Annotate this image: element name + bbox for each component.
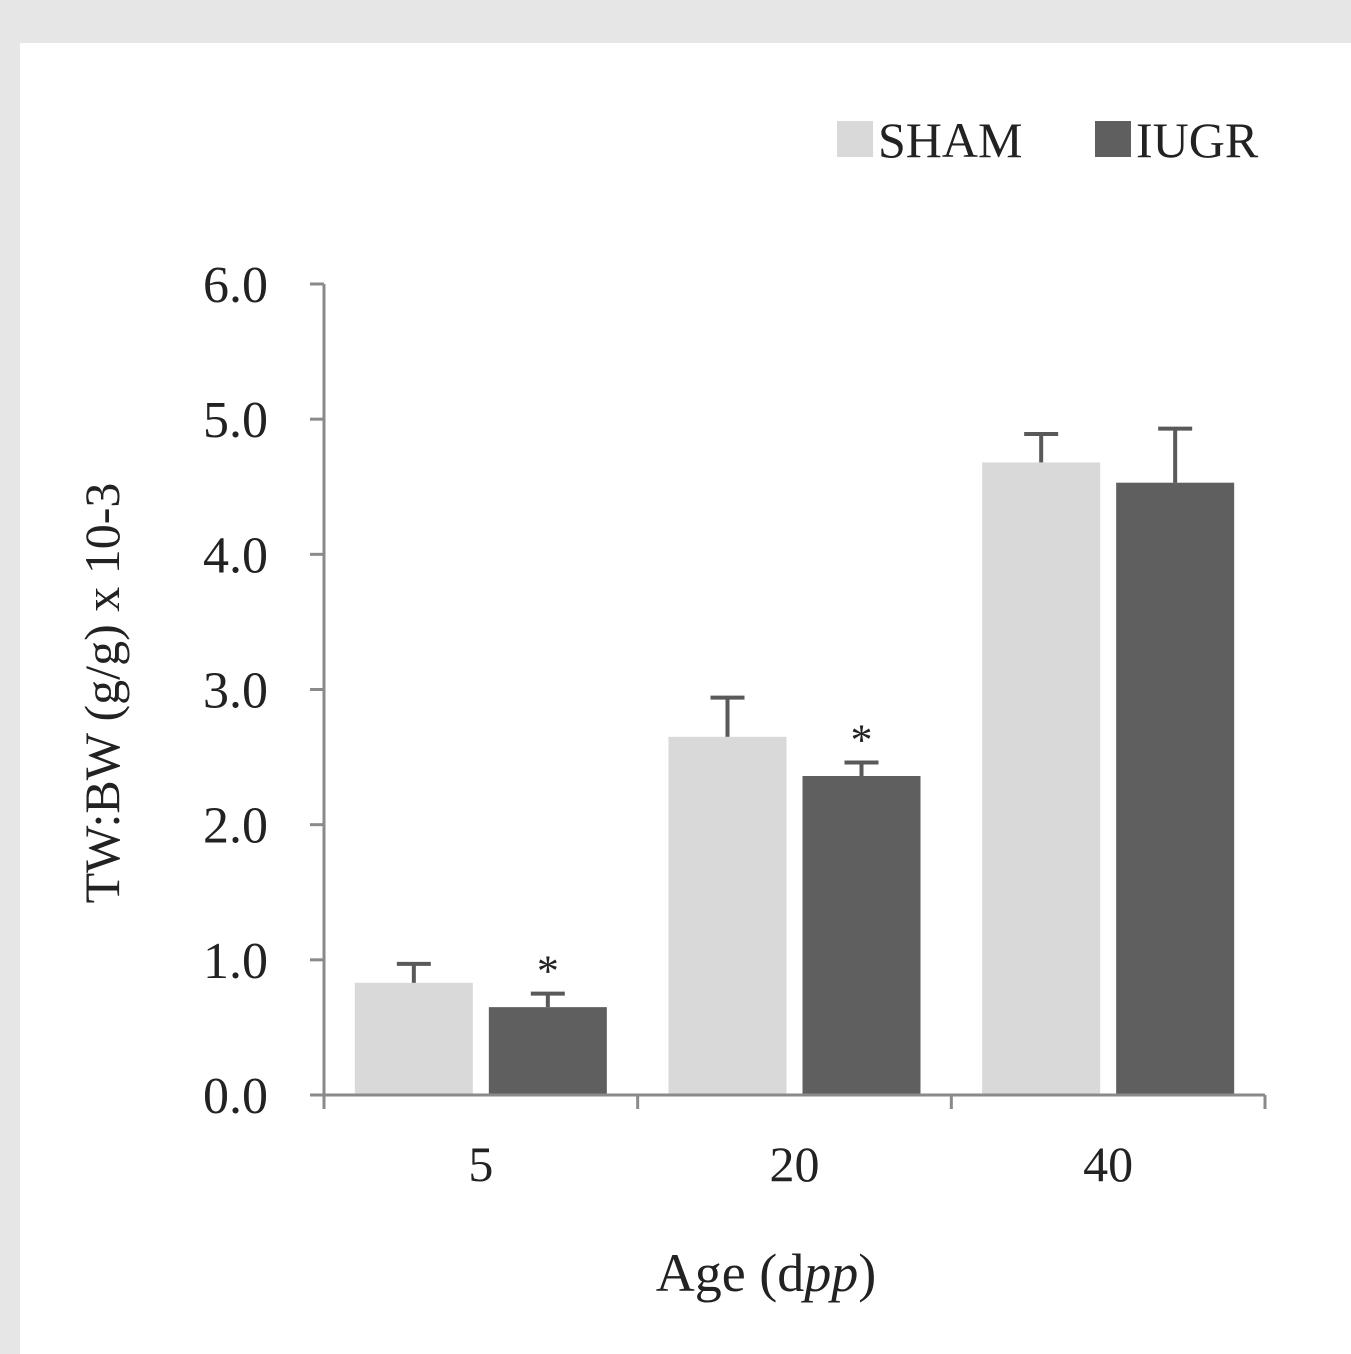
x-axis-title-prefix: Age (d	[656, 1243, 804, 1303]
significance-marker-5: *	[537, 947, 559, 996]
x-axis-title-italic: pp	[800, 1243, 858, 1303]
x-tick-label-20: 20	[770, 1136, 820, 1192]
legend-label-iugr: IUGR	[1136, 112, 1259, 168]
legend-swatch-sham	[837, 121, 873, 157]
y-tick-label-5.0: 5.0	[203, 392, 268, 449]
y-axis-title: TW:BW (g/g) x 10-3	[74, 483, 130, 904]
legend-label-sham: SHAM	[878, 112, 1022, 168]
y-tick-label-4.0: 4.0	[203, 527, 268, 584]
y-tick-label-6.0: 6.0	[203, 257, 268, 314]
bar-sham-40	[982, 462, 1101, 1095]
bar-iugr-5	[488, 1007, 607, 1095]
y-tick-label-2.0: 2.0	[203, 798, 268, 855]
x-tick-label-40: 40	[1083, 1136, 1133, 1192]
error-bars-group	[396, 426, 1193, 1008]
bar-iugr-20	[802, 776, 921, 1095]
significance-marker-20: *	[851, 715, 873, 764]
y-tick-label-0.0: 0.0	[203, 1068, 268, 1125]
axes-group	[310, 282, 1267, 1109]
bar-chart: SHAM IUGR * 5 * 20 40 0.0 1.0 2.0 3.0 4.0 5.0 6.0 Age…	[74, 112, 1267, 1303]
y-tick-label-3.0: 3.0	[203, 663, 268, 720]
bar-iugr-40	[1116, 482, 1235, 1095]
y-tick-label-1.0: 1.0	[203, 933, 268, 990]
bar-sham-5	[354, 982, 473, 1095]
x-axis-title-suffix: )	[858, 1243, 876, 1303]
bars-group	[354, 462, 1235, 1095]
figure-panel: SHAM IUGR * 5 * 20 40 0.0 1.0 2.0 3.0 4.0 5.0 6.0 Age…	[20, 43, 1351, 1354]
x-tick-label-5: 5	[468, 1136, 493, 1192]
legend: SHAM IUGR	[837, 112, 1259, 168]
legend-swatch-iugr	[1095, 121, 1131, 157]
labels-group: * 5 * 20 40 0.0 1.0 2.0 3.0 4.0 5.0 6.0 Age (dpp) TW:…	[74, 257, 1133, 1303]
bar-sham-20	[668, 736, 787, 1095]
x-axis-title: Age (dpp)	[656, 1243, 876, 1303]
